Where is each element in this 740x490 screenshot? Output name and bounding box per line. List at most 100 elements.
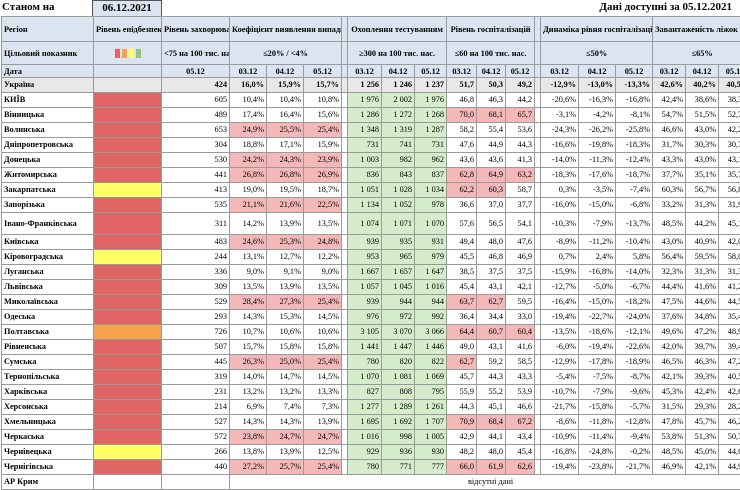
detection-value: 15,7% xyxy=(230,340,267,355)
dynamics-value: -16,8% xyxy=(616,93,653,108)
dynamics-value: -13,5% xyxy=(541,325,579,340)
beds-value: 52,7% xyxy=(719,108,740,123)
epi-level-indicator xyxy=(94,123,162,138)
detection-value: 13,9% xyxy=(267,280,304,295)
testing-date-d1: 03.12 xyxy=(348,65,382,78)
testing-date-d2: 04.12 xyxy=(382,65,415,78)
dynamics-value: -21,7% xyxy=(616,460,653,475)
morbidity-value: 489 xyxy=(162,108,230,123)
dynamics-value: -24,3% xyxy=(541,123,579,138)
hosp-value: 70,0 xyxy=(447,108,477,123)
date-label: Дата xyxy=(2,65,94,78)
hosp-value: 64,9 xyxy=(477,168,506,183)
beds-value: 37,6% xyxy=(653,310,686,325)
morbidity-value: 311 xyxy=(162,213,230,235)
testing-value: 982 xyxy=(382,153,415,168)
testing-value: 1 256 xyxy=(348,78,382,93)
testing-value: 1 016 xyxy=(415,280,447,295)
epi-level-indicator xyxy=(94,325,162,340)
testing-value: 1 287 xyxy=(415,123,447,138)
dynamics-value: -22,6% xyxy=(616,340,653,355)
beds-value: 47,8% xyxy=(653,415,686,430)
detection-value: 25,7% xyxy=(267,460,304,475)
testing-value: 3 066 xyxy=(415,325,447,340)
detection-value: 13,2% xyxy=(267,385,304,400)
detection-value: 7,3% xyxy=(304,400,342,415)
testing-value: 822 xyxy=(415,355,447,370)
beds-value: 44,6% xyxy=(719,445,740,460)
legend-swatch xyxy=(129,49,134,58)
beds-value: 56,8% xyxy=(719,183,740,198)
dynamics-value: 0,7% xyxy=(541,250,579,265)
testing-value: 777 xyxy=(415,460,447,475)
epi-level-indicator xyxy=(94,138,162,153)
dynamics-value: -14,0% xyxy=(541,153,579,168)
testing-value: 944 xyxy=(382,295,415,310)
dynamics-value: -20,6% xyxy=(541,93,579,108)
dynamics-value: -5,7% xyxy=(616,400,653,415)
dynamics-value: -17,6% xyxy=(579,168,616,183)
testing-date-d3: 05.12 xyxy=(415,65,447,78)
hosp-value: 62,7 xyxy=(477,295,506,310)
dynamics-value: -8,9% xyxy=(541,235,579,250)
region-name: Львівська xyxy=(2,280,94,295)
beds-value: 42,6% xyxy=(719,385,740,400)
hosp-value: 50,3 xyxy=(477,78,506,93)
hosp-value: 70,9 xyxy=(447,415,477,430)
dynamics-value: -11,8% xyxy=(579,415,616,430)
detection-value: 25,4% xyxy=(304,123,342,138)
dynamics-value: -18,3% xyxy=(616,138,653,153)
hosp-value: 42,9 xyxy=(447,430,477,445)
epi-level-indicator xyxy=(94,198,162,213)
beds-value: 44,4% xyxy=(653,280,686,295)
status-label: Станом на xyxy=(2,1,55,13)
testing-value: 1 286 xyxy=(348,108,382,123)
epi-level-indicator xyxy=(94,168,162,183)
testing-value: 1 441 xyxy=(348,340,382,355)
testing-value: 1 647 xyxy=(415,265,447,280)
beds-value: 44,5% xyxy=(719,295,740,310)
hosp-value: 64,4 xyxy=(447,325,477,340)
detection-value: 10,6% xyxy=(304,325,342,340)
beds-value: 56,7% xyxy=(686,183,719,198)
dynamics-value: -15,0% xyxy=(579,295,616,310)
dynamics-date-d2: 04.12 xyxy=(579,65,616,78)
detection-value: 27,2% xyxy=(230,460,267,475)
dynamics-value: -8,1% xyxy=(616,108,653,123)
detection-value: 24,6% xyxy=(230,235,267,250)
epi-level-indicator xyxy=(94,280,162,295)
dynamics-value: -5,0% xyxy=(579,280,616,295)
testing-value: 1 016 xyxy=(348,430,382,445)
detection-value: 13,2% xyxy=(230,385,267,400)
beds-value: 42,4% xyxy=(653,93,686,108)
hosp-value: 43,1 xyxy=(477,280,506,295)
dynamics-value: -7,4% xyxy=(616,183,653,198)
beds-value: 42,1% xyxy=(653,370,686,385)
hosp-value: 57,6 xyxy=(447,213,477,235)
detection-value: 21,1% xyxy=(230,198,267,213)
detection-value: 15,6% xyxy=(304,108,342,123)
morbidity-value: 605 xyxy=(162,93,230,108)
hosp-value: 63,7 xyxy=(447,295,477,310)
beds-date-d2: 04.12 xyxy=(686,65,719,78)
morbidity-date: 05.12 xyxy=(162,65,230,78)
beds-value: 35,1% xyxy=(686,168,719,183)
region-name: Донецька xyxy=(2,153,94,168)
morbidity-value: 214 xyxy=(162,400,230,415)
detection-value: 19,0% xyxy=(230,183,267,198)
testing-value: 972 xyxy=(382,310,415,325)
region-name: Чернівецька xyxy=(2,445,94,460)
detection-value: 21,6% xyxy=(267,198,304,213)
hosp-date-d1: 03.12 xyxy=(447,65,477,78)
beds-value: 45,7% xyxy=(686,415,719,430)
hosp-value: 67,2 xyxy=(506,415,535,430)
beds-value: 45,1% xyxy=(719,213,740,235)
testing-value: 1 976 xyxy=(348,93,382,108)
dynamics-value: -8,7% xyxy=(616,370,653,385)
detection-value: 10,6% xyxy=(267,325,304,340)
beds-value: 53,8% xyxy=(653,430,686,445)
detection-value: 25,4% xyxy=(304,295,342,310)
